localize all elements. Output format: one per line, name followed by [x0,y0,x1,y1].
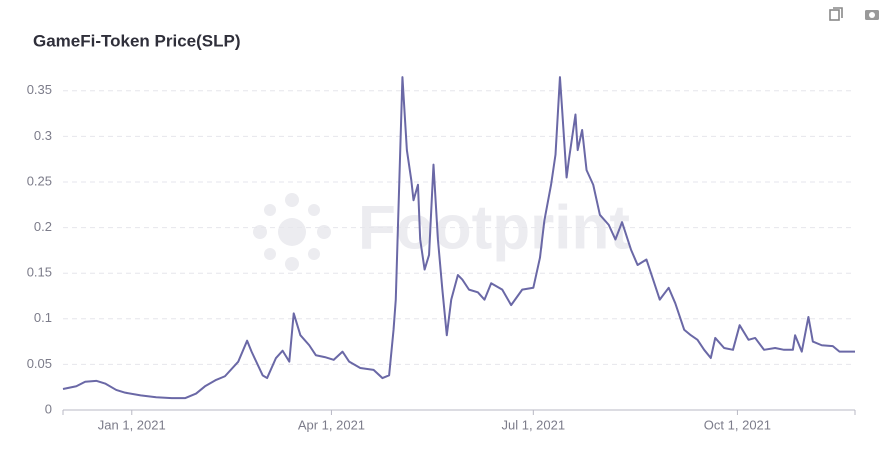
y-tick-label: 0 [45,401,52,416]
y-tick-label: 0.35 [27,82,52,97]
x-tick-label: Jan 1, 2021 [98,417,166,432]
y-tick-label: 0.3 [34,128,52,143]
y-tick-label: 0.1 [34,310,52,325]
x-tick-label: Oct 1, 2021 [704,417,771,432]
y-tick-label: 0.05 [27,356,52,371]
x-tick-label: Jul 1, 2021 [502,417,566,432]
watermark: Footprint [358,193,630,262]
price-line [62,76,855,400]
camera-icon[interactable] [865,10,879,20]
y-tick-label: 0.2 [34,219,52,234]
watermark-logo [253,193,331,271]
x-tick-label: Apr 1, 2021 [298,417,365,432]
copy-icon[interactable] [829,7,843,21]
y-tick-label: 0.25 [27,173,52,188]
chart-title: GameFi-Token Price(SLP) [33,31,241,50]
y-tick-label: 0.15 [27,265,52,280]
